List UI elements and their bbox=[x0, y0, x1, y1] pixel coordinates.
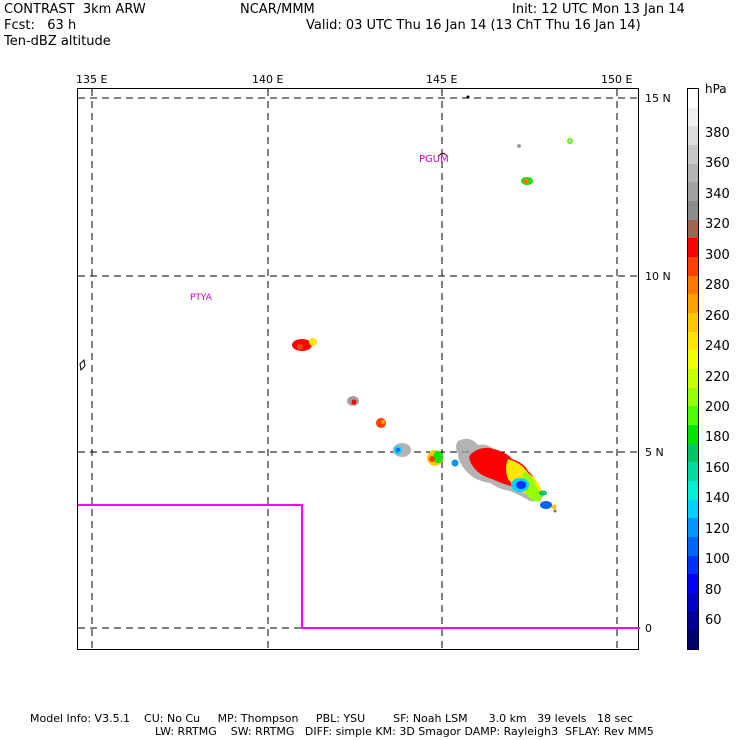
colorbar bbox=[687, 88, 699, 650]
lon-label-135: 135 E bbox=[76, 73, 108, 86]
forecast-hour: Fcst: 63 h bbox=[4, 18, 77, 33]
colorbar-segment bbox=[688, 387, 698, 407]
lon-label-145: 145 E bbox=[426, 73, 458, 86]
colorbar-segment bbox=[688, 555, 698, 575]
lat-label-15n: 15 N bbox=[645, 92, 671, 105]
colorbar-segment bbox=[688, 630, 698, 650]
colorbar-segment bbox=[688, 331, 698, 351]
lon-label-150: 150 E bbox=[601, 73, 633, 86]
colorbar-tick-label: 120 bbox=[705, 521, 730, 537]
colorbar-segment bbox=[688, 275, 698, 295]
lat-label-10n: 10 N bbox=[645, 270, 671, 283]
colorbar-segment bbox=[688, 369, 698, 389]
colorbar-segment bbox=[688, 611, 698, 631]
palau-coast bbox=[79, 358, 86, 372]
colorbar-tick-label: 80 bbox=[705, 582, 722, 598]
colorbar-segment bbox=[688, 126, 698, 146]
model-title: CONTRAST 3km ARW bbox=[4, 2, 146, 17]
colorbar-tick-label: 140 bbox=[705, 491, 730, 507]
colorbar-tick-label: 260 bbox=[705, 308, 730, 324]
colorbar-tick-label: 240 bbox=[705, 339, 730, 355]
colorbar-segment bbox=[688, 238, 698, 258]
map-panel: PGUM PTYA bbox=[77, 88, 640, 651]
model-info-line1: Model Info: V3.5.1 CU: No Cu MP: Thompso… bbox=[30, 712, 634, 725]
colorbar-segment bbox=[688, 350, 698, 370]
colorbar-segment bbox=[688, 201, 698, 221]
echo-cell bbox=[451, 459, 459, 467]
colorbar-segment bbox=[688, 89, 698, 109]
field-name: Ten-dBZ altitude bbox=[4, 34, 111, 49]
colorbar-segment bbox=[688, 425, 698, 445]
map-canvas: PGUM PTYA bbox=[78, 89, 640, 651]
init-time: Init: 12 UTC Mon 13 Jan 14 bbox=[512, 2, 685, 17]
model-info-line2: LW: RRTMG SW: RRTMG DIFF: simple KM: 3D … bbox=[155, 725, 654, 738]
echo-cell bbox=[540, 501, 552, 509]
boundary-line bbox=[78, 504, 640, 629]
colorbar-tick-label: 360 bbox=[705, 156, 730, 172]
colorbar-segment bbox=[688, 481, 698, 501]
colorbar-unit: hPa bbox=[705, 82, 727, 96]
colorbar-tick-label: 220 bbox=[705, 369, 730, 385]
colorbar-segment bbox=[688, 518, 698, 538]
colorbar-segment bbox=[688, 499, 698, 519]
colorbar-segment bbox=[688, 145, 698, 165]
colorbar-tick-label: 160 bbox=[705, 460, 730, 476]
colorbar-segment bbox=[688, 462, 698, 482]
colorbar-segment bbox=[688, 574, 698, 594]
island-dot bbox=[466, 95, 470, 99]
echo-cell bbox=[517, 144, 521, 148]
echo-cells bbox=[292, 138, 573, 513]
colorbar-segment bbox=[688, 443, 698, 463]
colorbar-tick-label: 380 bbox=[705, 126, 730, 141]
colorbar-segment bbox=[688, 257, 698, 277]
colorbar-segment bbox=[688, 313, 698, 333]
grid-lines bbox=[78, 89, 640, 651]
colorbar-tick-label: 200 bbox=[705, 399, 730, 415]
guam-coast bbox=[437, 152, 447, 158]
org-label: NCAR/MMM bbox=[240, 2, 315, 17]
colorbar-tick-label: 340 bbox=[705, 186, 730, 202]
lat-label-0: 0 bbox=[645, 622, 652, 635]
colorbar-tick-label: 180 bbox=[705, 430, 730, 446]
colorbar-tick-label: 320 bbox=[705, 217, 730, 233]
colorbar-segment bbox=[688, 593, 698, 613]
station-ptya: PTYA bbox=[190, 293, 213, 303]
lat-label-5n: 5 N bbox=[645, 446, 664, 459]
colorbar-tick-label: 60 bbox=[705, 613, 722, 628]
station-pgum: PGUM bbox=[419, 154, 449, 165]
colorbar-segment bbox=[688, 182, 698, 202]
colorbar-tick-label: 280 bbox=[705, 278, 730, 294]
colorbar-segment bbox=[688, 294, 698, 314]
colorbar-segment bbox=[688, 406, 698, 426]
colorbar-segment bbox=[688, 107, 698, 127]
colorbar-segment bbox=[688, 537, 698, 557]
valid-time: Valid: 03 UTC Thu 16 Jan 14 (13 ChT Thu … bbox=[306, 18, 641, 33]
lon-label-140: 140 E bbox=[252, 73, 284, 86]
colorbar-segment bbox=[688, 219, 698, 239]
colorbar-segment bbox=[688, 163, 698, 183]
colorbar-tick-label: 100 bbox=[705, 552, 730, 568]
colorbar-tick-label: 300 bbox=[705, 247, 730, 263]
